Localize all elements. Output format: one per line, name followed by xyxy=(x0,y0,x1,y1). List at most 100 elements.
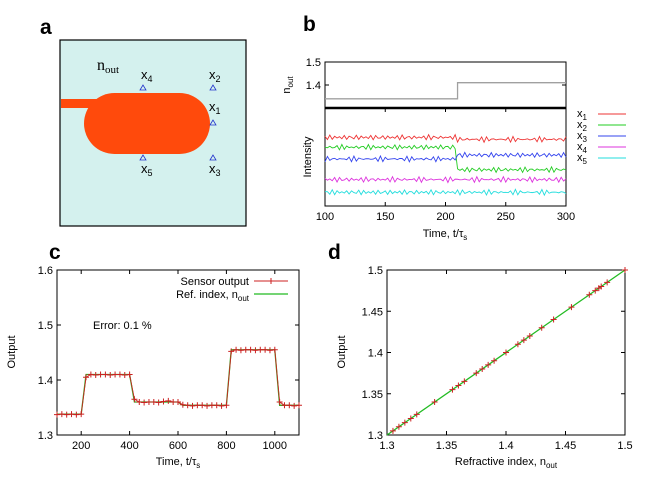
x-tick-label: 1.35 xyxy=(436,440,457,452)
x-tick-label: 250 xyxy=(497,211,515,223)
output-point xyxy=(520,337,527,344)
sensor-output-point xyxy=(296,402,302,409)
n-out-series-line xyxy=(325,82,566,100)
y-tick-label: 1.4 xyxy=(38,375,53,387)
output-point xyxy=(395,423,402,430)
output-point xyxy=(449,386,456,393)
sensor-output-point xyxy=(286,402,293,409)
intensity-line-x5 xyxy=(324,188,567,197)
sensor-output-point xyxy=(199,402,206,409)
c-y-axis-label: Output xyxy=(6,335,18,368)
y-tick-label: 1.35 xyxy=(362,389,383,401)
sensor-output-point xyxy=(155,399,162,406)
sensor-output-point xyxy=(92,372,99,379)
output-point xyxy=(401,419,408,426)
c-annotation: Error: 0.1 % xyxy=(93,320,152,332)
sensor-output-point xyxy=(179,401,186,408)
x-tick-label: 150 xyxy=(376,211,394,223)
marker-x2 xyxy=(209,84,217,91)
intensity-line-x1 xyxy=(324,133,567,144)
marker-x3 xyxy=(209,154,217,161)
panel-d: 1.3 1.35 1.4 1.45 1.5 1.3 1.35 1.4 1.45 1.5 Outpu… xyxy=(336,265,633,470)
sensor-output-point xyxy=(184,402,191,409)
panel-b: 1.4 1.5 nout 100 150 200 250 300 Intensity Ti… xyxy=(281,57,626,242)
b-top-frame xyxy=(324,61,567,109)
sensor-output-point xyxy=(131,396,138,403)
output-point xyxy=(538,324,545,331)
b-bottom-y-axis-label: Intensity xyxy=(302,136,314,177)
sensor-output-point xyxy=(237,347,244,354)
output-point xyxy=(526,333,533,339)
output-point xyxy=(592,287,599,294)
output-point xyxy=(473,370,480,377)
y-tick-label: 1.6 xyxy=(38,265,53,277)
panel-label-a: a xyxy=(40,16,52,39)
n-out-label: nout xyxy=(97,57,119,76)
marker-x1 xyxy=(209,119,217,126)
sensor-output-point xyxy=(78,411,85,418)
pos-label-x4: x4 xyxy=(141,67,153,84)
y-tick-label: 1.5 xyxy=(38,320,53,332)
sensor-output-point xyxy=(121,372,128,379)
sensor-output-point xyxy=(247,346,254,353)
output-point xyxy=(479,366,486,372)
y-tick-label: 1.3 xyxy=(38,430,53,442)
output-point xyxy=(491,357,498,364)
b-x-axis-label: Time, t/τs xyxy=(423,228,468,242)
output-point xyxy=(431,399,438,405)
pos-label-x3: x3 xyxy=(209,161,221,178)
output-point xyxy=(586,291,593,298)
sensor-output-point xyxy=(252,347,259,354)
output-point xyxy=(503,349,509,356)
sensor-output-point xyxy=(54,411,60,418)
panel-c: 200 400 600 800 1000 1.3 1.4 1.5 1.6 Error: 0.1 … xyxy=(6,265,302,470)
input-waveguide xyxy=(61,99,121,108)
sensor-output-point xyxy=(83,374,90,381)
sensor-output-point xyxy=(136,399,143,405)
sensor-output-point xyxy=(291,402,298,409)
sensor-output-point xyxy=(218,402,225,409)
output-point xyxy=(568,304,575,311)
sensor-output-point xyxy=(276,399,283,405)
sensor-output-point xyxy=(262,346,269,353)
y-tick-label: 1.45 xyxy=(362,306,383,318)
sensor-output-point xyxy=(213,402,220,409)
cavity-shape xyxy=(84,93,210,154)
marker-x5 xyxy=(139,154,147,161)
marker-x4 xyxy=(139,84,147,91)
sensor-output-point xyxy=(58,411,65,418)
output-point xyxy=(598,283,605,290)
d-y-axis-label: Output xyxy=(336,335,348,368)
output-point xyxy=(622,267,628,273)
y-tick-label: 1.5 xyxy=(368,265,383,277)
sensor-output-point xyxy=(63,411,70,418)
output-point xyxy=(455,382,462,389)
sensor-output-point xyxy=(116,371,123,378)
intensity-line-x4 xyxy=(324,175,567,184)
x-tick-label: 800 xyxy=(217,440,235,452)
d-x-axis-label: Refractive index, nout xyxy=(455,456,558,470)
sensor-output-point xyxy=(165,397,172,404)
panel-label-d: d xyxy=(328,241,341,264)
output-point xyxy=(461,378,468,385)
sensor-output-point xyxy=(107,372,114,379)
c-x-axis-label: Time, t/τs xyxy=(156,456,201,470)
panel-label-c: c xyxy=(49,241,61,264)
y-tick-label: 1.5 xyxy=(306,57,321,69)
sensor-output-point xyxy=(87,371,94,378)
y-tick-label: 1.4 xyxy=(368,348,383,360)
legend-label-x4: x4 xyxy=(577,141,588,155)
x-tick-label: 100 xyxy=(316,211,334,223)
legend-label-x1: x1 xyxy=(577,108,588,122)
y-tick-label: 1.3 xyxy=(368,430,383,442)
legend-label-ref-index: Ref. index, nout xyxy=(176,289,250,303)
sensor-output-point xyxy=(228,348,235,355)
x-tick-label: 1.5 xyxy=(617,440,632,452)
output-point xyxy=(413,411,420,418)
output-point xyxy=(485,361,492,368)
sensor-output-point xyxy=(68,411,75,418)
sensor-output-point xyxy=(141,399,148,406)
x-tick-label: 1.3 xyxy=(379,440,394,452)
x-tick-label: 600 xyxy=(169,440,187,452)
